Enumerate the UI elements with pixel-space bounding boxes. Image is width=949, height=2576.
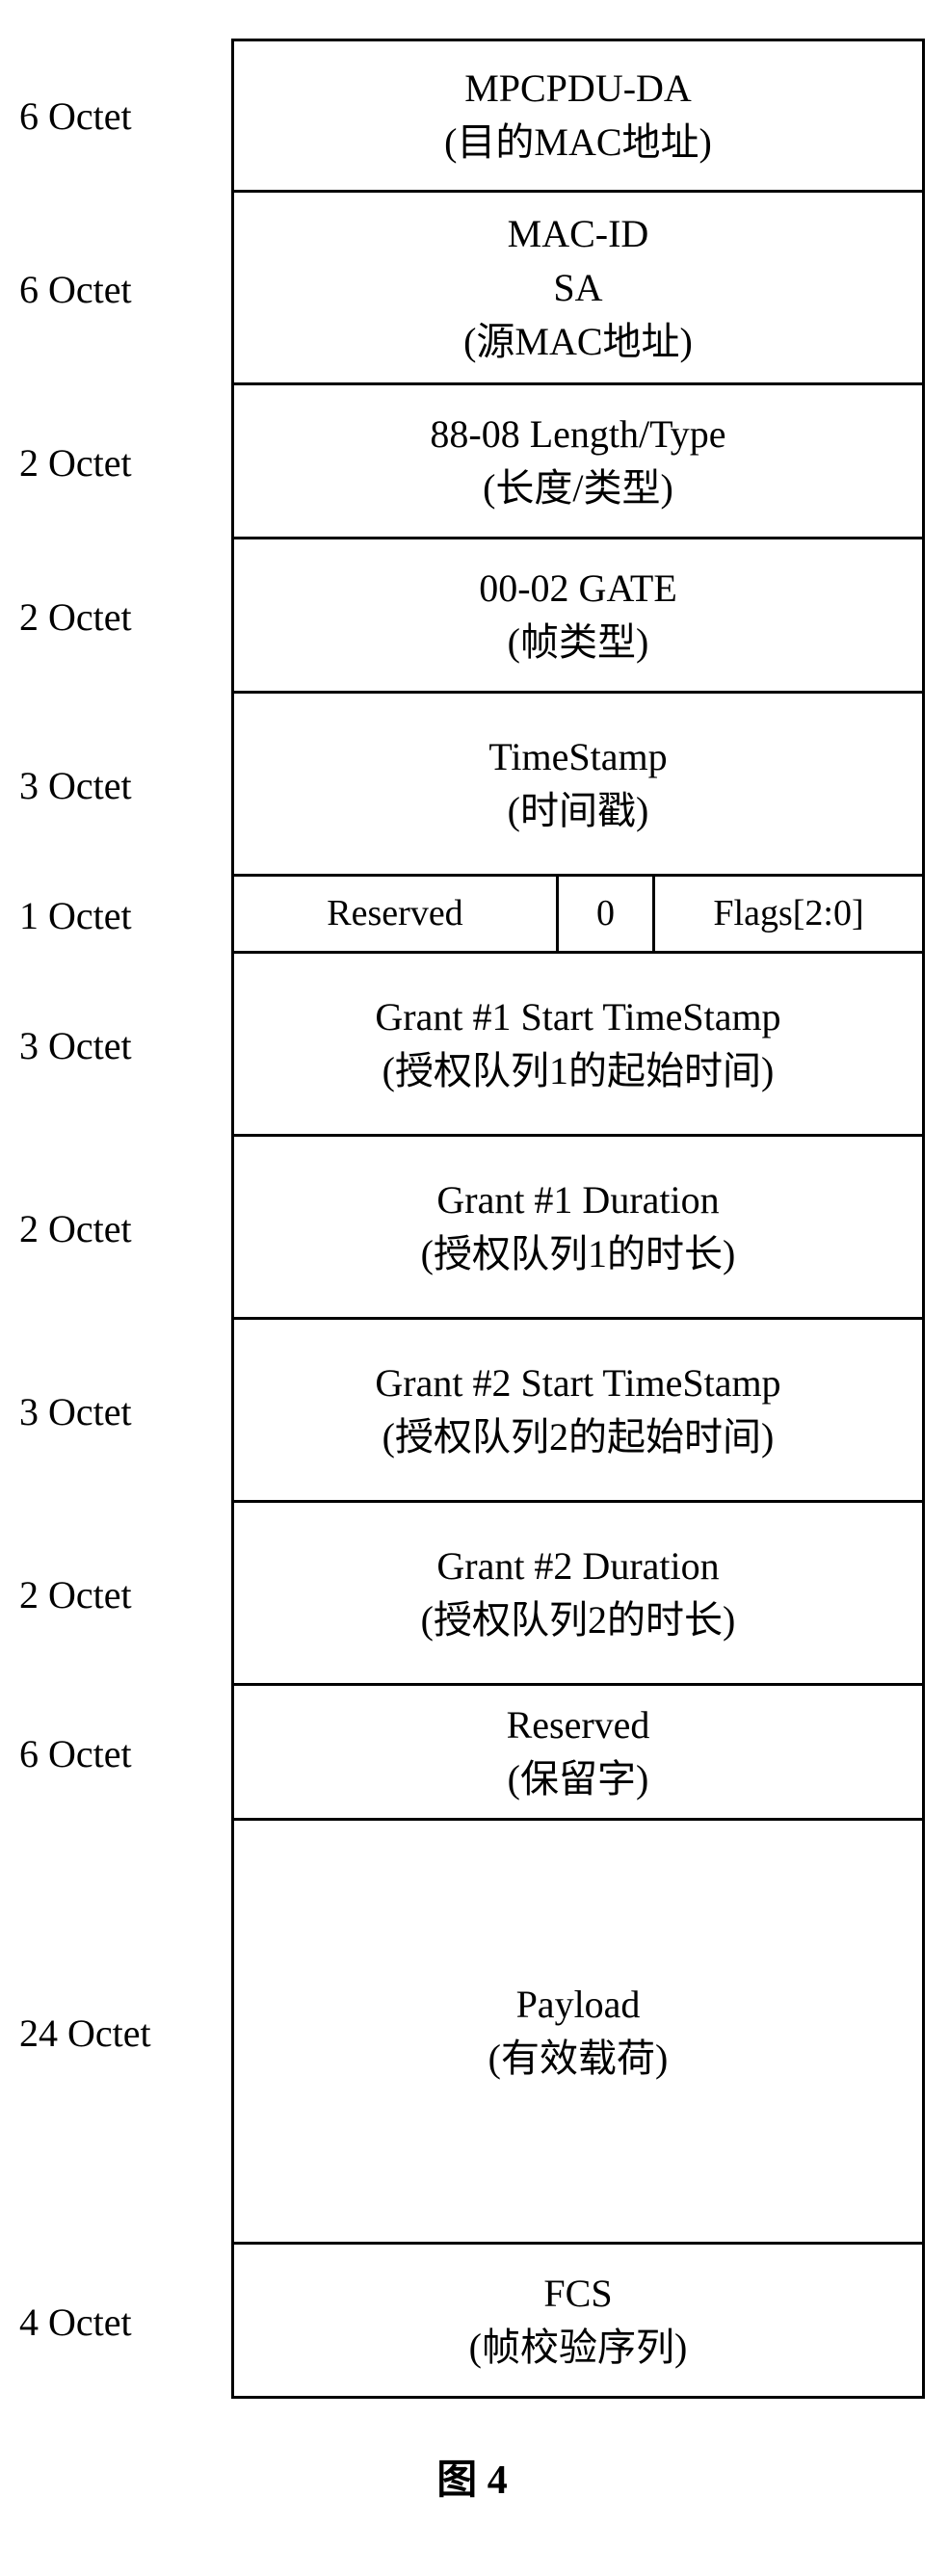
cell-line2: SA: [553, 261, 602, 315]
cell-line2: (长度/类型): [483, 461, 673, 515]
octet-label: 2 Octet: [19, 1137, 231, 1320]
frame-cell: Payload(有效载荷): [231, 1821, 925, 2245]
cell-line2: (帧校验序列): [469, 2321, 688, 2375]
frame-cell: Grant #2 Start TimeStamp(授权队列2的起始时间): [231, 1320, 925, 1503]
cell-line3: (源MAC地址): [463, 315, 693, 369]
octet-label: 6 Octet: [19, 193, 231, 385]
frame-row: 1 OctetReserved0Flags[2:0]: [19, 877, 930, 954]
cell-line1: Grant #2 Start TimeStamp: [375, 1356, 780, 1410]
cell-line1: 00-02 GATE: [479, 562, 677, 616]
frame-cell: Reserved(保留字): [231, 1686, 925, 1821]
frame-row: 24 OctetPayload(有效载荷): [19, 1821, 930, 2245]
cell-line2: (授权队列2的起始时间): [382, 1410, 775, 1464]
octet-label: 2 Octet: [19, 539, 231, 694]
frame-row: 6 OctetReserved(保留字): [19, 1686, 930, 1821]
cell-line1: Grant #2 Duration: [436, 1539, 719, 1593]
cell-line2: (有效载荷): [488, 2032, 669, 2086]
cell-line1: MAC-ID: [508, 207, 649, 261]
frame-row: 3 OctetGrant #2 Start TimeStamp(授权队列2的起始…: [19, 1320, 930, 1503]
cell-line1: MPCPDU-DA: [464, 62, 692, 116]
frame-row: 6 OctetMPCPDU-DA(目的MAC地址): [19, 39, 930, 193]
frame-structure-diagram: 6 OctetMPCPDU-DA(目的MAC地址)6 OctetMAC-IDSA…: [19, 39, 930, 2399]
frame-row: 2 OctetGrant #1 Duration(授权队列1的时长): [19, 1137, 930, 1320]
cell-line2: (帧类型): [508, 616, 649, 670]
cell-line1: 88-08 Length/Type: [430, 407, 725, 461]
frame-cell: 88-08 Length/Type(长度/类型): [231, 385, 925, 539]
cell-line2: (授权队列1的时长): [421, 1227, 736, 1281]
flags-subcell: 0: [559, 877, 655, 954]
octet-label: 2 Octet: [19, 385, 231, 539]
octet-label: 24 Octet: [19, 1821, 231, 2245]
cell-line2: (授权队列2的时长): [421, 1593, 736, 1647]
frame-cell: TimeStamp(时间戳): [231, 694, 925, 877]
cell-line1: Reserved: [507, 1698, 650, 1752]
cell-line2: (授权队列1的起始时间): [382, 1044, 775, 1098]
frame-cell: Grant #1 Start TimeStamp(授权队列1的起始时间): [231, 954, 925, 1137]
octet-label: 2 Octet: [19, 1503, 231, 1686]
figure-caption: 图 4: [19, 2447, 925, 2506]
frame-cell: MAC-IDSA(源MAC地址): [231, 193, 925, 385]
flags-cell-group: Reserved0Flags[2:0]: [231, 877, 925, 954]
frame-cell: Grant #1 Duration(授权队列1的时长): [231, 1137, 925, 1320]
flags-subcell: Reserved: [231, 877, 559, 954]
frame-row: 2 Octet88-08 Length/Type(长度/类型): [19, 385, 930, 539]
octet-label: 4 Octet: [19, 2245, 231, 2399]
octet-label: 3 Octet: [19, 954, 231, 1137]
cell-line1: Grant #1 Duration: [436, 1173, 719, 1227]
cell-line1: TimeStamp: [488, 730, 667, 784]
frame-row: 4 OctetFCS(帧校验序列): [19, 2245, 930, 2399]
frame-row: 6 OctetMAC-IDSA(源MAC地址): [19, 193, 930, 385]
flags-subcell: Flags[2:0]: [655, 877, 925, 954]
frame-row: 3 OctetTimeStamp(时间戳): [19, 694, 930, 877]
octet-label: 1 Octet: [19, 877, 231, 954]
octet-label: 3 Octet: [19, 1320, 231, 1503]
octet-label: 3 Octet: [19, 694, 231, 877]
frame-row: 2 OctetGrant #2 Duration(授权队列2的时长): [19, 1503, 930, 1686]
cell-line1: Grant #1 Start TimeStamp: [375, 990, 780, 1044]
cell-line2: (时间戳): [508, 784, 649, 838]
frame-cell: 00-02 GATE(帧类型): [231, 539, 925, 694]
cell-line1: FCS: [543, 2267, 612, 2321]
frame-cell: MPCPDU-DA(目的MAC地址): [231, 39, 925, 193]
octet-label: 6 Octet: [19, 1686, 231, 1821]
frame-cell: Grant #2 Duration(授权队列2的时长): [231, 1503, 925, 1686]
cell-line2: (保留字): [508, 1752, 649, 1806]
frame-cell: FCS(帧校验序列): [231, 2245, 925, 2399]
frame-row: 2 Octet00-02 GATE(帧类型): [19, 539, 930, 694]
cell-line1: Payload: [516, 1978, 641, 2032]
cell-line2: (目的MAC地址): [444, 116, 712, 170]
frame-row: 3 OctetGrant #1 Start TimeStamp(授权队列1的起始…: [19, 954, 930, 1137]
octet-label: 6 Octet: [19, 39, 231, 193]
